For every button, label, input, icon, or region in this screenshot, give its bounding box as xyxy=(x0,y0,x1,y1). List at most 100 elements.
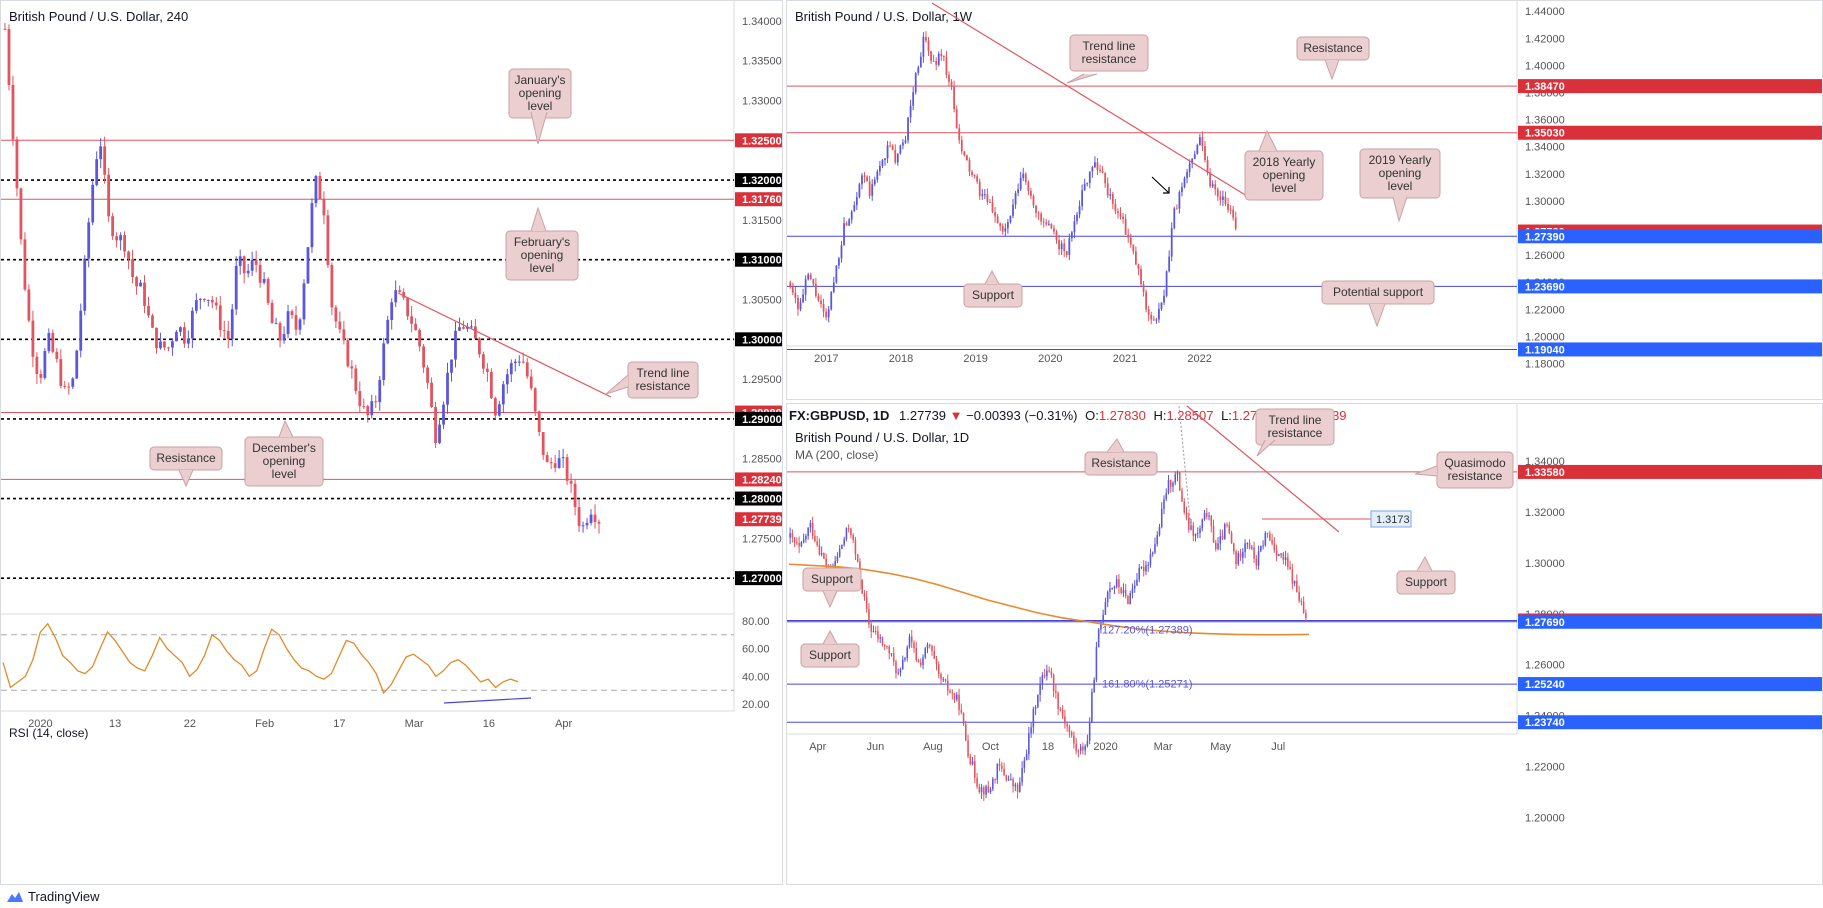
chart-daily-canvas[interactable]: 1.340001.320001.300001.280001.260001.240… xyxy=(787,404,1823,885)
candle-body xyxy=(1176,472,1179,475)
candle-body xyxy=(1097,629,1100,648)
candle-body xyxy=(1006,222,1009,229)
candle-body xyxy=(1001,226,1004,232)
candle-body xyxy=(968,160,971,172)
candle-body xyxy=(1209,172,1212,187)
candle-body xyxy=(1183,501,1186,513)
candle-body xyxy=(497,404,501,416)
fib-label: 161.80%(1.25271) xyxy=(1102,678,1193,690)
candle-body xyxy=(1073,735,1075,744)
candle-body xyxy=(214,302,218,306)
callout-resistance: Resistance xyxy=(1296,36,1370,81)
callout-pointer xyxy=(822,590,838,609)
callout-pointer xyxy=(1416,555,1433,572)
candle-body xyxy=(1163,295,1165,303)
callout-text: level xyxy=(1272,181,1297,195)
chart-panel-4h[interactable]: British Pound / U.S. Dollar, 240 1.34000… xyxy=(0,0,783,885)
candle-body xyxy=(1168,256,1171,272)
change-value: −0.00393 (−0.31%) xyxy=(966,408,1078,423)
candle-body xyxy=(873,179,876,185)
candle-body xyxy=(827,309,830,318)
candle-body xyxy=(858,184,861,198)
candle-body xyxy=(1004,228,1007,232)
x-tick-label: Jul xyxy=(1271,741,1285,753)
candle-body xyxy=(123,235,126,252)
callout-text: level xyxy=(1388,179,1413,193)
callout-pointer xyxy=(1414,465,1438,477)
candle-body xyxy=(1124,219,1127,235)
candle-body xyxy=(1165,493,1168,500)
rsi-line xyxy=(2,622,519,695)
candle-body xyxy=(937,664,940,675)
chart-4h-canvas[interactable]: 1.34000 1.33500 1.33000 1.32500 1.32000 1.315… xyxy=(1,1,783,885)
candle-body xyxy=(1235,551,1237,565)
candle-body xyxy=(802,539,805,543)
candle-body xyxy=(951,692,954,694)
price-tag xyxy=(735,512,782,527)
callout-pointer xyxy=(278,419,294,438)
price-tag xyxy=(735,173,782,188)
candle-body xyxy=(470,326,473,328)
callout-support-3: Support xyxy=(800,629,860,668)
candle-body xyxy=(1205,513,1208,517)
callout-pointer xyxy=(530,111,548,145)
callout-text: resistance xyxy=(1082,52,1137,66)
candle-body xyxy=(442,404,445,425)
chart-panel-weekly[interactable]: British Pound / U.S. Dollar, 1W 1.44000 1… xyxy=(786,0,1823,400)
candle-body xyxy=(1030,190,1032,197)
candle-body xyxy=(809,522,812,528)
candle-body xyxy=(822,303,825,312)
candle-body xyxy=(1082,746,1084,751)
candle-body xyxy=(1009,215,1012,223)
candle-body xyxy=(533,388,537,412)
tradingview-brand[interactable]: TradingView xyxy=(6,889,100,904)
candle-body xyxy=(1040,213,1043,222)
price-tag xyxy=(735,192,782,207)
candle-body xyxy=(7,29,11,85)
fib-projection-line xyxy=(1178,405,1192,530)
candle-body xyxy=(1014,192,1017,205)
candle-body xyxy=(1145,565,1147,572)
candle-body xyxy=(151,315,154,328)
candle-body xyxy=(976,176,979,182)
candle-body xyxy=(1022,173,1025,179)
x-tick-label: Feb xyxy=(255,718,274,730)
candle-body xyxy=(1266,532,1269,534)
candle-body xyxy=(960,710,963,713)
candle-body xyxy=(238,256,242,266)
price-tag-label: 1.27390 xyxy=(1525,231,1565,243)
candle-body xyxy=(278,323,282,341)
candle-body xyxy=(855,197,858,206)
price-tag-label: 1.30000 xyxy=(742,334,782,346)
x-tick-label: 16 xyxy=(483,718,495,730)
candle-body xyxy=(1280,553,1282,555)
price-tag xyxy=(735,491,782,506)
trend-line-resistance xyxy=(1186,405,1340,533)
candle-body xyxy=(374,401,378,403)
candle-body xyxy=(51,333,55,352)
callout-box xyxy=(1069,34,1149,72)
candle-body xyxy=(1175,208,1178,210)
candle-body xyxy=(246,270,250,274)
candle-body xyxy=(791,533,794,538)
candle-body xyxy=(791,287,794,293)
candle-body xyxy=(1273,543,1276,551)
symbol-name: FX:GBPUSD, 1D xyxy=(789,408,890,423)
candle-body xyxy=(996,216,999,224)
candle-body xyxy=(262,279,266,283)
candle-body xyxy=(234,265,238,310)
candle-body xyxy=(119,235,123,241)
arrow-icon xyxy=(1151,176,1170,194)
candle-body xyxy=(866,176,868,182)
candle-body xyxy=(1284,557,1287,560)
chart-weekly-canvas[interactable]: 1.440001.420001.400001.380001.360001.340… xyxy=(787,1,1823,400)
candle-body xyxy=(852,535,854,541)
callout-text: level xyxy=(528,99,553,113)
x-tick-label: 17 xyxy=(333,718,345,730)
chart-panel-daily[interactable]: FX:GBPUSD, 1D 1.27739 ▼ −0.00393 (−0.31%… xyxy=(786,403,1823,885)
candle-body xyxy=(868,181,871,196)
candle-body xyxy=(450,359,453,373)
callout-text: Support xyxy=(809,648,852,662)
candle-body xyxy=(971,171,973,176)
candle-body xyxy=(517,361,521,363)
